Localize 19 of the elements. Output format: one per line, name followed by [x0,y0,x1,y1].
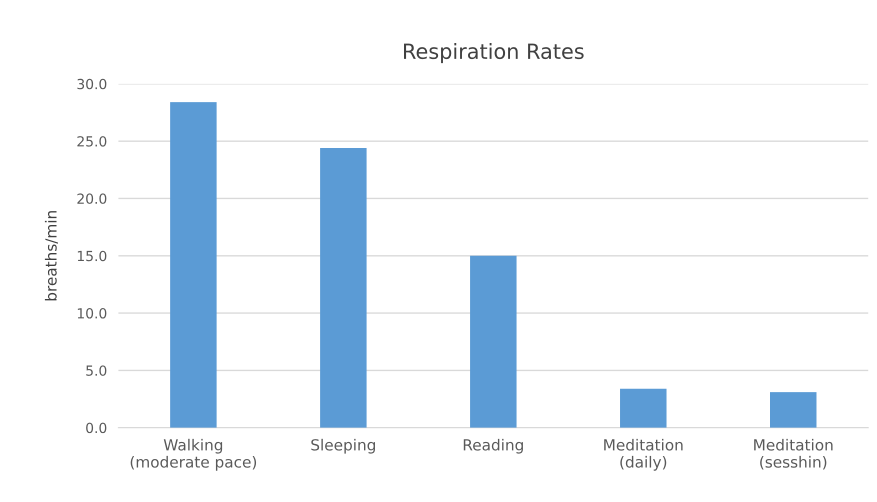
x-tick-label: Meditation (daily) [604,438,683,471]
y-axis-title: breaths/min [44,211,58,300]
chart-title: Respiration Rates [404,43,584,64]
x-tick-label: Walking (moderate pace) [130,438,256,471]
bar [620,388,667,428]
bar [320,148,367,428]
y-tick-label: 0.0 [86,422,106,434]
bar [470,256,517,428]
y-tick-label: 5.0 [86,365,106,376]
x-tick-label: Meditation (sesshin) [754,438,833,470]
y-tick-label: 10.0 [78,308,106,319]
x-tick-label: Sleeping [311,438,375,454]
y-tick-label: 30.0 [77,78,106,90]
bar [770,392,816,428]
y-tick-label: 25.0 [77,136,106,147]
x-tick-label: Reading [464,438,523,454]
y-tick-label: 20.0 [77,193,106,204]
y-tick-label: 15.0 [78,250,106,262]
bar [170,102,217,428]
